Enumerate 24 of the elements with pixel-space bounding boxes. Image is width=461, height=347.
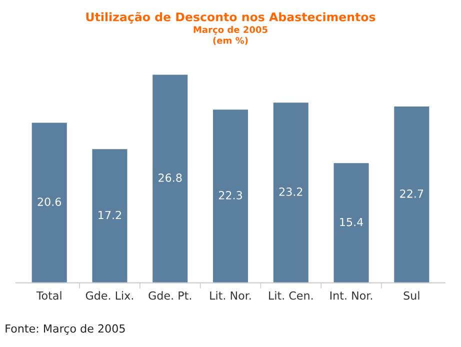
x-tick-label: Sul xyxy=(404,291,420,300)
data-label: 22.3 xyxy=(218,191,242,200)
data-label: 23.2 xyxy=(279,188,302,196)
source-note: Fonte: Março de 2005 xyxy=(6,324,125,335)
x-tick-label: Total xyxy=(36,291,62,300)
data-label: 15.4 xyxy=(340,218,364,226)
data-label: 26.8 xyxy=(158,174,182,182)
bar xyxy=(92,149,128,283)
chart-subtitle: Março de 2005 (em %) xyxy=(194,26,268,45)
data-label: 20.6 xyxy=(38,198,62,206)
data-label: 17.2 xyxy=(98,210,121,220)
x-tick-label: Gde. Lix. xyxy=(86,291,134,300)
x-tick-label: Int. Nor. xyxy=(330,291,372,300)
chart-title: Utilização de Desconto nos Abastecimentos xyxy=(86,12,376,24)
data-label: 22.7 xyxy=(400,189,424,198)
bar xyxy=(273,102,308,283)
bar xyxy=(394,106,430,283)
x-tick-label: Lit. Cen. xyxy=(269,291,313,300)
x-tick-label: Gde. Pt. xyxy=(148,291,191,300)
bar xyxy=(334,163,369,283)
bar xyxy=(32,122,67,283)
bar xyxy=(152,74,188,283)
bar xyxy=(212,110,248,283)
x-tick-label: Lit. Nor. xyxy=(210,291,251,300)
